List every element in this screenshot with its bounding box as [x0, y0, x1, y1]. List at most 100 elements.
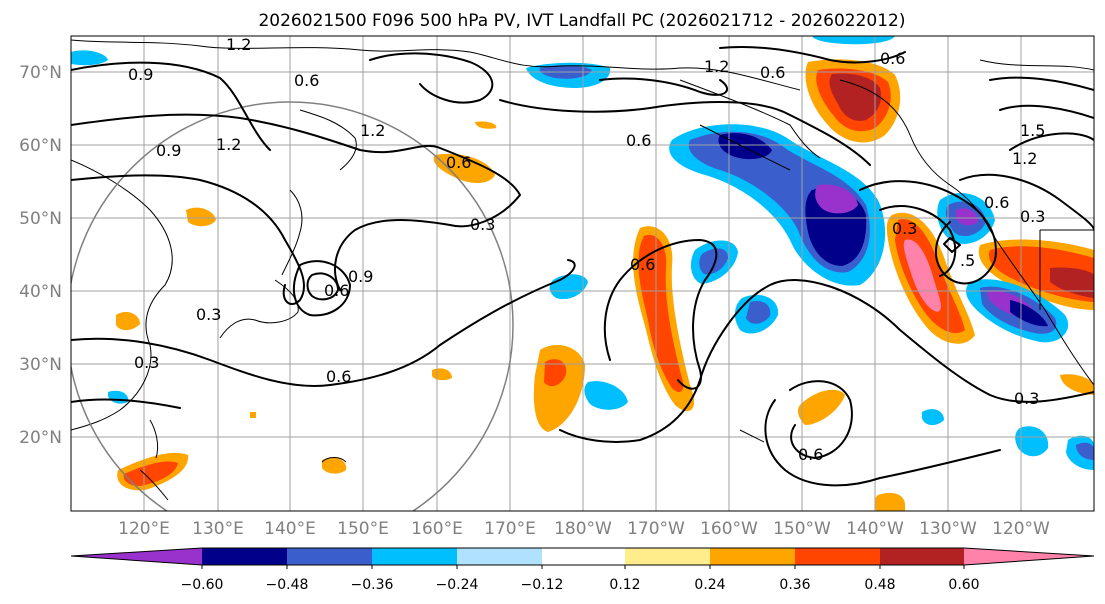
colorbar-tick-label: −0.24: [436, 577, 479, 593]
colorbar-extend-min: [71, 548, 202, 565]
figure-title: 2026021500 F096 500 hPa PV, IVT Landfall…: [258, 11, 905, 31]
shade-positive: [123, 461, 178, 486]
contour-line: [879, 205, 957, 277]
contour-label: 1.5: [1020, 121, 1045, 140]
contour-label: 0.3: [1020, 207, 1045, 226]
colorbar-segment: [542, 548, 625, 565]
contour-line: [859, 180, 997, 285]
contour-label: 0.6: [880, 49, 905, 68]
shade-negative: [1015, 426, 1049, 457]
shade-positive: [322, 457, 347, 474]
range-circle: [71, 101, 514, 511]
coastline: [299, 109, 357, 171]
contour-line: [306, 272, 339, 301]
coastline: [219, 279, 299, 339]
lat-label: 40°N: [19, 282, 62, 302]
map-panel: 0.6 0.6 0.6 0.9 0.9 1.2 1.2 1.2 0.3 0.3 …: [70, 35, 1095, 512]
colorbar: −0.60 −0.48 −0.36 −0.24 −0.12 0.12 0.24 …: [70, 547, 1095, 593]
contour-line: [599, 77, 728, 96]
shade-positive: [903, 239, 941, 312]
contour-label: 0.3: [134, 353, 159, 372]
longitude-labels: 120°E 130°E 140°E 150°E 160°E 170°E 180°…: [118, 519, 1050, 539]
shade-negative: [584, 381, 628, 410]
contour-label: 0.3: [470, 215, 495, 234]
contour-line: [71, 61, 271, 151]
shade-positive: [829, 73, 882, 121]
coastline: [979, 59, 1094, 310]
contour-label: 1.2: [216, 135, 241, 154]
graticule: [71, 36, 1094, 511]
colorbar-tick-label: −0.12: [521, 577, 564, 593]
coastline: [739, 429, 765, 443]
contour-label: 0.6: [760, 63, 785, 82]
shade-negative: [718, 133, 772, 160]
colorbar-tick-label: 0.36: [779, 577, 810, 593]
contour-line: [943, 237, 961, 253]
colorbar-segment: [457, 548, 542, 565]
coastlines: [71, 39, 1094, 501]
shade-negative: [922, 409, 944, 426]
lon-label: 170°W: [627, 519, 685, 539]
colorbar-segment: [202, 548, 287, 565]
contour-line: [764, 399, 881, 487]
colorbar-ticks: [201, 565, 965, 569]
contour-line: [603, 239, 718, 390]
contour-line: [789, 380, 853, 459]
contour-line: [71, 398, 181, 409]
shade-negative: [699, 248, 728, 275]
coastline: [71, 39, 801, 91]
contour-label: 0.9: [128, 65, 153, 84]
shade-negative: [815, 184, 858, 214]
contour-line: [999, 104, 1094, 119]
contour-label: 0.3: [196, 305, 221, 324]
latitude-labels: 70°N 60°N 50°N 40°N 30°N 20°N: [19, 63, 62, 448]
lat-label: 70°N: [19, 63, 62, 83]
shade-negative: [71, 50, 108, 66]
shade-positive: [475, 121, 497, 129]
shade-negative: [812, 36, 895, 45]
lon-label: 160°E: [411, 519, 463, 539]
pv-contours: [71, 45, 1094, 487]
contour-line: [369, 52, 494, 104]
contour-line: [1009, 132, 1094, 151]
shade-positive: [433, 153, 495, 184]
contour-label: 0.6: [984, 193, 1009, 212]
shade-positive: [1050, 267, 1094, 298]
contour-line: [71, 113, 521, 291]
shade-positive: [874, 492, 905, 511]
coastline: [71, 159, 173, 431]
contour-label: .5: [960, 251, 975, 270]
lat-label: 50°N: [19, 209, 62, 229]
contour-line: [959, 173, 1094, 231]
shade-negative: [1010, 300, 1048, 327]
ivt-shading: [71, 36, 1094, 511]
colorbar-tick-label: −0.60: [181, 577, 224, 593]
contour-label: 1.2: [704, 57, 729, 76]
contour-line: [292, 260, 351, 317]
lat-label: 20°N: [19, 428, 62, 448]
colorbar-segment: [372, 548, 457, 565]
contour-line: [719, 45, 906, 64]
map-frame: [70, 35, 1095, 512]
contour-label: 1.2: [226, 35, 251, 54]
lon-label: 120°E: [118, 519, 170, 539]
contour-label: 0.6: [630, 255, 655, 274]
lon-label: 150°E: [337, 519, 389, 539]
contour-line: [559, 279, 1094, 443]
contour-label: 0.3: [1014, 389, 1039, 408]
contour-label: 0.3: [892, 219, 917, 238]
lon-label: 120°W: [992, 519, 1050, 539]
contour-line: [879, 449, 1001, 479]
colorbar-tick-label: 0.48: [864, 577, 895, 593]
colorbar-tick-label: 0.60: [948, 577, 979, 593]
lon-label: 140°W: [846, 519, 904, 539]
contour-line: [499, 99, 871, 166]
lon-label: 170°E: [484, 519, 536, 539]
coastline: [139, 419, 169, 501]
colorbar-segment: [625, 548, 710, 565]
contour-label: 0.6: [324, 281, 349, 300]
colorbar-tick-label: 0.12: [609, 577, 640, 593]
contour-label: 1.2: [360, 121, 385, 140]
colorbar-tick-label: 0.24: [694, 577, 725, 593]
